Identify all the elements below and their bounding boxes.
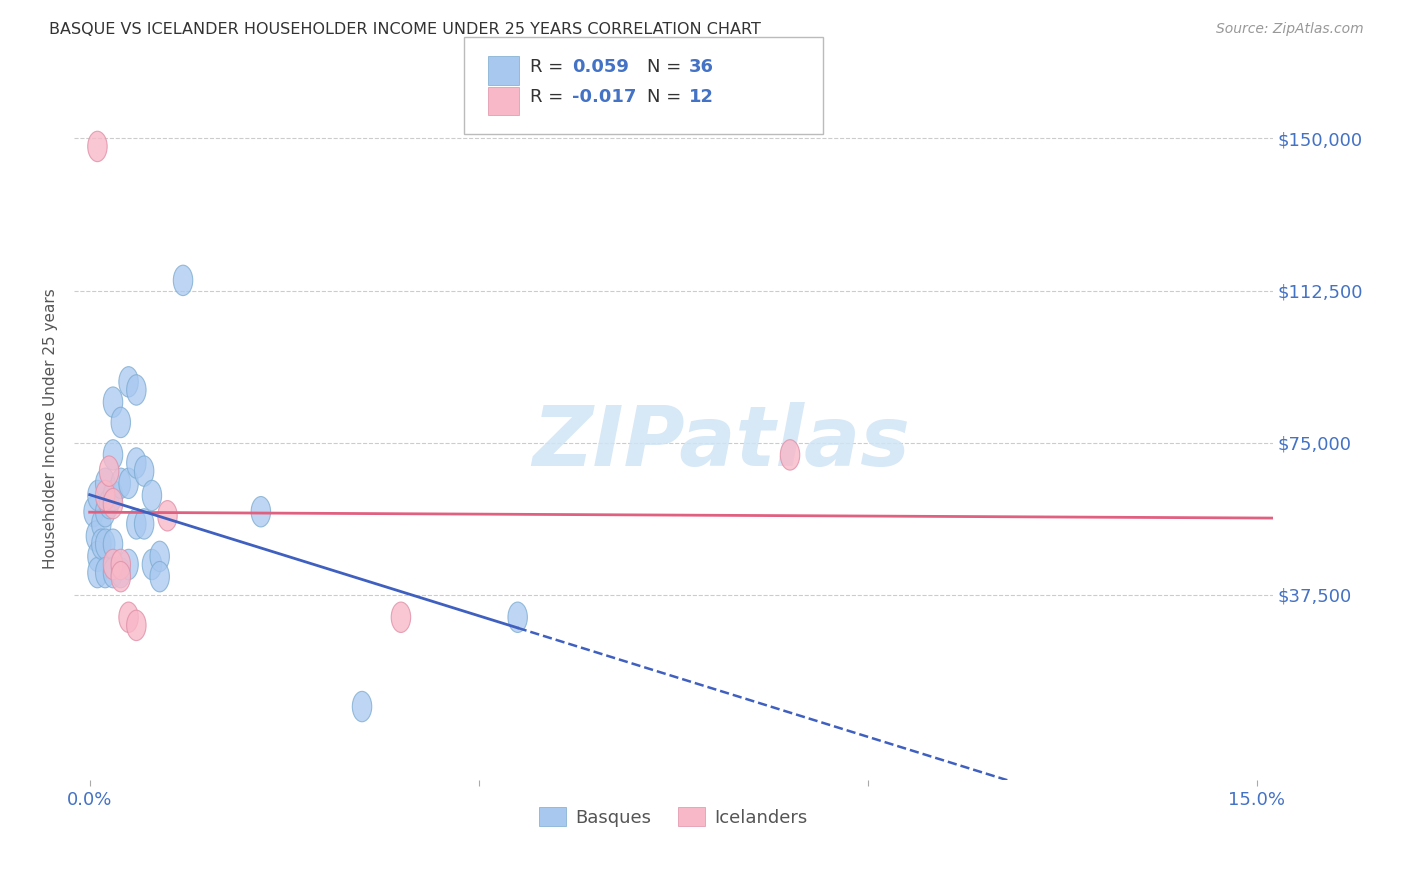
Ellipse shape bbox=[103, 549, 122, 580]
Ellipse shape bbox=[103, 480, 122, 511]
Text: N =: N = bbox=[647, 58, 686, 76]
Ellipse shape bbox=[127, 508, 146, 539]
Ellipse shape bbox=[96, 497, 115, 527]
Ellipse shape bbox=[96, 480, 115, 511]
Ellipse shape bbox=[127, 375, 146, 405]
Ellipse shape bbox=[111, 408, 131, 438]
Ellipse shape bbox=[96, 529, 115, 559]
Ellipse shape bbox=[111, 558, 131, 588]
Ellipse shape bbox=[353, 691, 371, 722]
Ellipse shape bbox=[103, 558, 122, 588]
Text: Source: ZipAtlas.com: Source: ZipAtlas.com bbox=[1216, 22, 1364, 37]
Ellipse shape bbox=[111, 549, 131, 580]
Ellipse shape bbox=[157, 500, 177, 531]
Text: ZIPatlas: ZIPatlas bbox=[533, 402, 910, 483]
Ellipse shape bbox=[103, 387, 122, 417]
Ellipse shape bbox=[96, 468, 115, 499]
Ellipse shape bbox=[111, 561, 131, 592]
Ellipse shape bbox=[87, 558, 107, 588]
Ellipse shape bbox=[391, 602, 411, 632]
Text: BASQUE VS ICELANDER HOUSEHOLDER INCOME UNDER 25 YEARS CORRELATION CHART: BASQUE VS ICELANDER HOUSEHOLDER INCOME U… bbox=[49, 22, 761, 37]
Ellipse shape bbox=[150, 541, 169, 572]
Ellipse shape bbox=[150, 561, 169, 592]
Ellipse shape bbox=[120, 468, 138, 499]
Ellipse shape bbox=[86, 521, 105, 551]
Ellipse shape bbox=[111, 468, 131, 499]
Ellipse shape bbox=[87, 541, 107, 572]
Ellipse shape bbox=[135, 508, 153, 539]
Legend: Basques, Icelanders: Basques, Icelanders bbox=[531, 800, 815, 834]
Ellipse shape bbox=[252, 497, 270, 527]
Ellipse shape bbox=[100, 456, 120, 486]
Text: 0.059: 0.059 bbox=[572, 58, 628, 76]
Ellipse shape bbox=[142, 480, 162, 511]
Ellipse shape bbox=[84, 497, 103, 527]
Ellipse shape bbox=[120, 602, 138, 632]
Ellipse shape bbox=[120, 367, 138, 397]
Ellipse shape bbox=[103, 529, 122, 559]
Y-axis label: Householder Income Under 25 years: Householder Income Under 25 years bbox=[44, 288, 58, 569]
Text: N =: N = bbox=[647, 88, 686, 106]
Ellipse shape bbox=[135, 456, 153, 486]
Ellipse shape bbox=[173, 265, 193, 295]
Ellipse shape bbox=[87, 480, 107, 511]
Ellipse shape bbox=[100, 489, 120, 519]
Text: R =: R = bbox=[530, 88, 569, 106]
Text: R =: R = bbox=[530, 58, 569, 76]
Ellipse shape bbox=[142, 549, 162, 580]
Ellipse shape bbox=[127, 610, 146, 640]
Text: 12: 12 bbox=[689, 88, 714, 106]
Ellipse shape bbox=[780, 440, 800, 470]
Text: 36: 36 bbox=[689, 58, 714, 76]
Ellipse shape bbox=[87, 131, 107, 161]
Ellipse shape bbox=[91, 508, 111, 539]
Text: -0.017: -0.017 bbox=[572, 88, 637, 106]
Ellipse shape bbox=[103, 489, 122, 519]
Ellipse shape bbox=[103, 440, 122, 470]
Ellipse shape bbox=[120, 549, 138, 580]
Ellipse shape bbox=[127, 448, 146, 478]
Ellipse shape bbox=[508, 602, 527, 632]
Ellipse shape bbox=[91, 529, 111, 559]
Ellipse shape bbox=[96, 558, 115, 588]
